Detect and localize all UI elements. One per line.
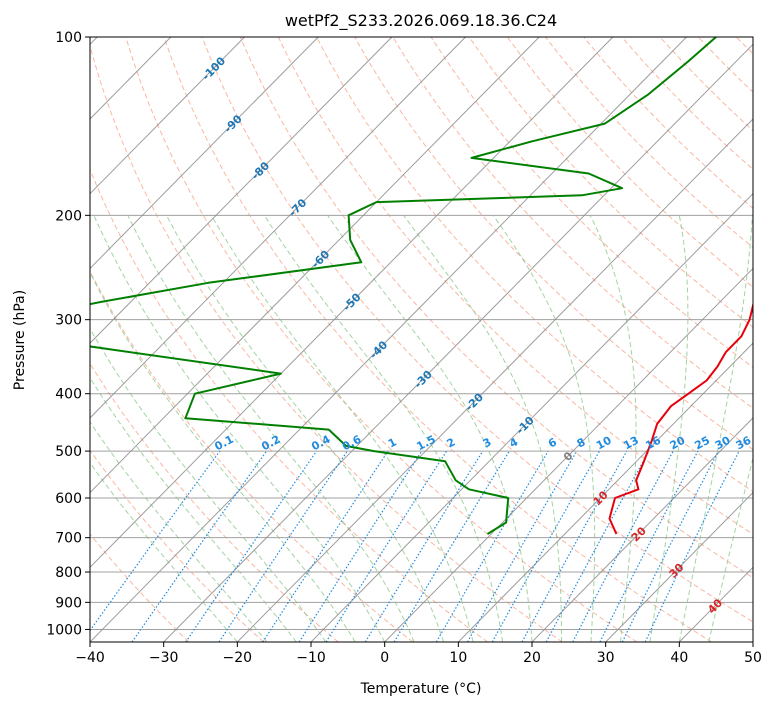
x-tick-label: 20 — [523, 650, 541, 666]
isotherm-line — [605, 491, 753, 642]
mixing-ratio-label: 25 — [692, 434, 712, 453]
moist-adiabat-line — [678, 215, 753, 642]
x-tick-label: 10 — [449, 650, 467, 666]
y-tick-label: 400 — [55, 387, 82, 403]
profile-lines — [90, 37, 753, 535]
mixing-ratio-label: 13 — [621, 434, 641, 453]
isotherm-line — [236, 118, 753, 642]
moist-adiabat-line — [210, 215, 474, 642]
moist-adiabat-line — [649, 215, 689, 642]
isotherm-line — [90, 37, 245, 195]
dry-adiabat-line — [90, 533, 190, 642]
y-tick-label: 500 — [55, 444, 82, 460]
dry-adiabat-line — [468, 37, 753, 328]
moist-adiabat-line — [263, 215, 503, 642]
moist-adiabat-line — [708, 455, 753, 642]
mixing-ratio-line — [572, 450, 674, 642]
isotherm-line — [90, 37, 319, 270]
dry-adiabat-line — [354, 37, 753, 451]
mixing-ratio-line — [298, 450, 423, 642]
y-tick-label: 900 — [55, 595, 82, 611]
dry-adiabat-line — [163, 37, 712, 642]
isotherm-line — [531, 417, 753, 642]
moist-adiabat-line — [127, 215, 415, 642]
mixing-ratio-label: 10 — [594, 434, 614, 453]
x-tick-label: 40 — [670, 650, 688, 666]
mixing-ratio-line — [545, 450, 650, 642]
moist-adiabat-line — [90, 462, 238, 642]
temperature-profile-line — [608, 301, 753, 535]
isotherm-line — [90, 37, 466, 419]
x-tick-label: 0 — [380, 650, 389, 666]
y-axis-label: Pressure (hPa) — [12, 290, 28, 390]
isotherm-line — [90, 37, 540, 494]
y-tick-label: 1000 — [46, 622, 82, 638]
x-tick-label: −20 — [223, 650, 253, 666]
mixing-ratio-line — [131, 450, 268, 642]
moist-adiabat-line — [166, 215, 445, 642]
dewpoint-profile-line — [90, 37, 717, 535]
mixing-ratio-line — [218, 450, 348, 642]
moist-adiabat-line — [90, 421, 268, 642]
y-tick-label: 100 — [55, 30, 82, 46]
y-axis: 100 200 300 400 500 600 700 800 900 1000 — [46, 30, 90, 638]
x-tick-label: −30 — [149, 650, 179, 666]
y-tick-label: 700 — [55, 531, 82, 547]
dry-adiabat-line — [392, 37, 753, 409]
dry-adiabat-line — [90, 270, 414, 642]
isotherm-line — [90, 37, 393, 344]
isotherm-line — [163, 43, 753, 642]
chart-title: wetPf2_S233.2026.069.18.36.C24 — [285, 11, 557, 31]
dry-adiabat-line — [125, 37, 638, 642]
isotherm-line — [457, 342, 753, 642]
x-tick-label: −40 — [75, 650, 105, 666]
isotherm-line — [90, 37, 687, 642]
plot-frame — [89, 36, 754, 643]
x-tick-label: −10 — [296, 650, 326, 666]
mixing-ratio-label: 20 — [668, 434, 688, 453]
isotherm-line — [310, 193, 753, 642]
dry-adiabat-line — [316, 37, 753, 493]
mixing-ratio-line — [621, 450, 719, 642]
x-tick-label: 50 — [744, 650, 762, 666]
moist-adiabat-line — [403, 215, 562, 642]
dry-adiabat-line — [239, 37, 753, 579]
y-tick-label: 800 — [55, 565, 82, 581]
moist-adiabat-line — [90, 327, 327, 642]
mixing-ratio-label: 36 — [734, 434, 754, 453]
moist-adiabat-line — [492, 215, 596, 642]
moist-adiabat-line — [589, 215, 637, 642]
mixing-ratio-line — [185, 450, 318, 642]
mixing-ratio-line — [325, 450, 448, 642]
x-axis-label: Temperature (°C) — [360, 681, 482, 697]
y-tick-label: 600 — [55, 491, 82, 507]
dry-adiabat-line — [90, 168, 488, 642]
x-tick-label: 30 — [597, 650, 615, 666]
moist-adiabat-line — [93, 215, 386, 642]
mixing-ratio-label: 16 — [643, 434, 663, 453]
mixing-ratio-line — [90, 450, 221, 632]
mixing-ratio-line — [393, 450, 510, 642]
y-tick-label: 200 — [55, 208, 82, 224]
isotherm-line — [384, 267, 753, 642]
mixing-ratio-line — [491, 450, 601, 642]
mixing-ratio-line — [364, 450, 484, 642]
dry-adiabat-line — [201, 37, 753, 623]
background-lines — [90, 37, 753, 642]
mixing-ratio-label: 30 — [713, 434, 733, 453]
mixing-ratio-line — [521, 450, 628, 642]
y-tick-label: 300 — [55, 313, 82, 329]
mixing-ratio-line — [599, 450, 699, 642]
mixing-ratio-line — [262, 450, 389, 642]
isotherm-line — [90, 37, 614, 568]
dry-adiabat-line — [90, 43, 563, 642]
x-axis: −40 −30 −20 −10 0 10 20 30 40 50 — [75, 642, 762, 666]
